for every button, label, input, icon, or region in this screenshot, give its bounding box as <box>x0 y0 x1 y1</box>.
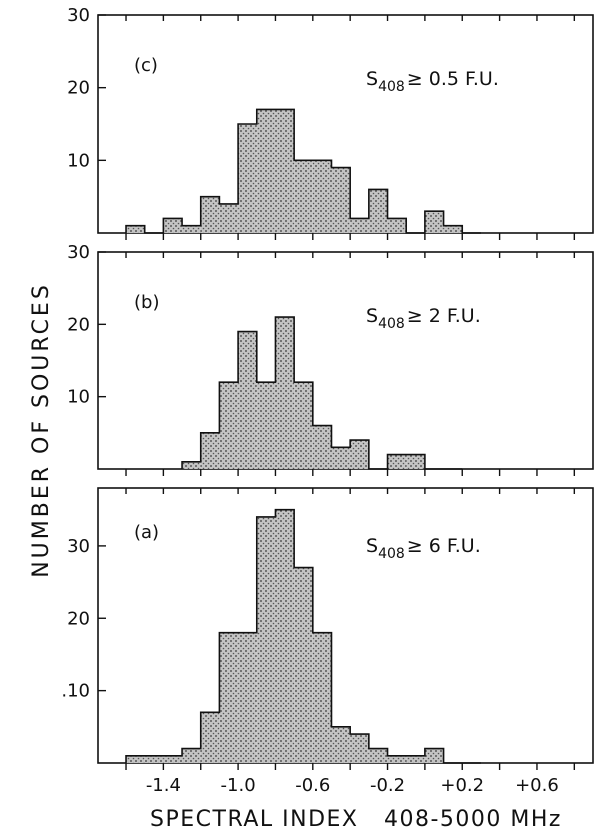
histogram-bar <box>182 225 201 233</box>
histogram-bar <box>238 632 257 763</box>
histogram-bar <box>256 109 276 233</box>
histogram-outline <box>181 316 463 470</box>
histogram-bar <box>387 454 407 469</box>
histogram-bar <box>424 748 444 763</box>
panel-frame <box>97 487 594 764</box>
histogram-bar <box>200 432 220 469</box>
histogram-bar <box>368 189 388 233</box>
y-tick-label: .10 <box>61 681 90 702</box>
x-tick-label: -1.4 <box>146 775 181 796</box>
histogram-bar <box>275 317 295 469</box>
histogram-bar <box>294 567 313 763</box>
y-tick-label: 10 <box>67 387 90 408</box>
panel-label: (c) <box>134 55 158 76</box>
y-tick-label: 30 <box>67 242 90 263</box>
histogram-panel: .10 20 30 (a) S408 ≥ 6 F.U. -1.4 -1.0 -0.6 -0.2 +0… <box>61 487 594 796</box>
histogram-bar <box>387 755 407 763</box>
histogram-outline <box>125 508 481 764</box>
condition-label: S408 ≥ 6 F.U. <box>366 535 481 562</box>
histogram-bar <box>294 382 313 469</box>
y-tick-label: 20 <box>67 78 90 99</box>
panel-frame <box>97 251 594 470</box>
histogram-bar <box>219 382 239 469</box>
histogram-bar <box>144 755 164 763</box>
histogram-bar <box>424 211 444 233</box>
histogram-bar <box>238 124 257 233</box>
histogram-bar <box>312 160 332 233</box>
histogram-bar <box>406 454 425 469</box>
x-tick-label: +0.2 <box>440 775 484 796</box>
y-axis-label: NUMBER OF SOURCES <box>29 282 54 578</box>
histogram-panel: 10 20 30 (b) S408 ≥ 2 F.U. <box>67 242 594 476</box>
histogram-bar <box>312 425 332 469</box>
histogram-bar <box>256 382 276 469</box>
x-tick-label: +0.6 <box>515 775 559 796</box>
histogram-bar <box>126 225 145 233</box>
histogram-bar <box>443 225 463 233</box>
x-tick-label: -0.2 <box>370 775 405 796</box>
panel-label: (a) <box>134 522 159 543</box>
histogram-bar <box>219 632 239 763</box>
x-tick-label: -1.0 <box>221 775 256 796</box>
histogram-bar <box>331 447 351 469</box>
histogram-bar <box>331 167 351 233</box>
histogram-bar <box>219 203 239 233</box>
histogram-bar <box>331 726 351 763</box>
histogram-bar <box>200 712 220 763</box>
histogram-bar <box>368 748 388 763</box>
histogram-bar <box>350 734 369 763</box>
y-tick-label: 20 <box>67 608 90 629</box>
histogram-bar <box>256 516 276 763</box>
x-tick-label: -0.6 <box>295 775 330 796</box>
histogram-bar <box>350 440 369 469</box>
y-tick-label: 30 <box>67 536 90 557</box>
histogram-bar <box>275 509 295 763</box>
histogram-bar <box>238 331 257 469</box>
histogram-panel: 10 20 30 (c) S408 ≥ 0.5 F.U. <box>67 5 594 240</box>
histogram-bar <box>182 748 201 763</box>
panel-label: (b) <box>134 292 159 313</box>
histogram-bar <box>312 632 332 763</box>
histogram-bar <box>126 755 145 763</box>
histogram-bar <box>163 218 183 233</box>
condition-label: S408 ≥ 2 F.U. <box>366 305 481 332</box>
histogram-bar <box>200 196 220 233</box>
histogram-bar <box>387 218 407 233</box>
histogram-bar <box>350 218 369 233</box>
y-tick-label: 20 <box>67 314 90 335</box>
y-tick-label: 30 <box>67 5 90 26</box>
x-axis-label: SPECTRAL INDEX 408-5000 MHz <box>150 807 562 832</box>
histogram-bar <box>163 755 183 763</box>
histogram-bar <box>182 461 201 469</box>
y-tick-label: 10 <box>67 150 90 171</box>
histogram-bar <box>275 109 295 233</box>
histogram-bar <box>294 160 313 233</box>
histogram-bar <box>406 755 425 763</box>
condition-label: S408 ≥ 0.5 F.U. <box>366 68 499 95</box>
